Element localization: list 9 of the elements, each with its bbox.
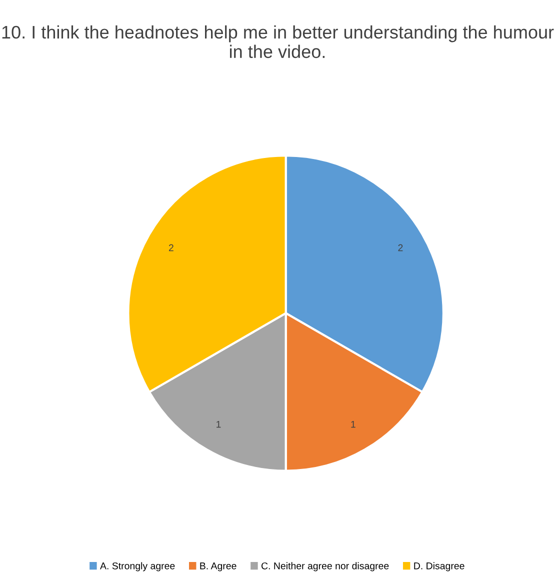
legend-label: A. Strongly agree: [100, 562, 175, 572]
data-label: 1: [351, 420, 356, 428]
data-label: 1: [216, 420, 221, 428]
chart-title: 10. I think the headnotes help me in better understanding the humour in the video.: [2, 25, 554, 58]
legend-label: B. Agree: [200, 562, 236, 572]
legend-label: D. Disagree: [414, 562, 464, 572]
legend-label: C. Neither agree nor disagree: [262, 562, 389, 572]
data-label: 2: [168, 244, 174, 252]
data-label: 2: [398, 244, 403, 252]
